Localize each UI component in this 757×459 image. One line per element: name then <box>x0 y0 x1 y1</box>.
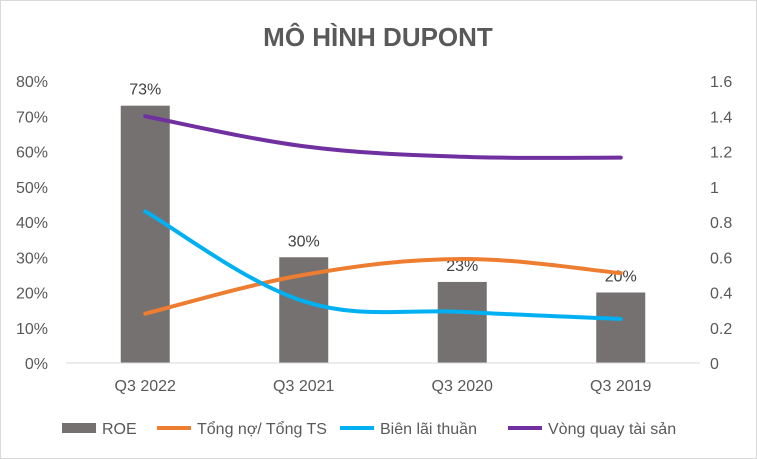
right-tick-label: 0.4 <box>710 286 732 303</box>
series-line <box>143 209 623 321</box>
right-tick-label: 0 <box>710 356 719 373</box>
right-tick-label: 0.2 <box>710 321 732 338</box>
roe-data-label: 23% <box>446 258 478 275</box>
left-tick-label: 20% <box>16 286 48 303</box>
legend: ROE Tổng nợ/ Tổng TS Biên lãi thuần Vòng qu… <box>62 420 676 438</box>
left-tick-label: 40% <box>16 215 48 232</box>
left-tick-label: 80% <box>16 74 48 91</box>
roe-bar <box>437 281 487 363</box>
legend-label: Biên lãi thuần <box>380 421 477 438</box>
left-tick-label: 30% <box>16 250 48 267</box>
series-line <box>143 257 623 316</box>
roe-bar <box>120 105 170 364</box>
left-tick-label: 10% <box>16 321 48 338</box>
right-tick-label: 1.4 <box>710 109 732 126</box>
legend-label: Vòng quay tài sản <box>548 421 676 438</box>
left-tick-label: 50% <box>16 180 48 197</box>
right-tick-label: 1.2 <box>710 145 732 162</box>
left-tick-label: 0% <box>25 356 48 373</box>
roe-bars <box>120 105 646 364</box>
right-tick-label: 1 <box>710 180 719 197</box>
roe-bar <box>596 292 646 363</box>
roe-data-label: 30% <box>288 233 320 250</box>
roe-data-labels: 73%30%23%20% <box>129 82 637 286</box>
category-label: Q3 2019 <box>590 378 651 395</box>
category-label: Q3 2022 <box>115 378 176 395</box>
right-tick-label: 1.6 <box>710 74 732 91</box>
category-label: Q3 2021 <box>273 378 334 395</box>
left-axis: 0% 10% 20% 30% 40% 50% 60% 70% 80% <box>16 74 48 373</box>
line-series <box>143 114 623 321</box>
right-tick-label: 0.8 <box>710 215 732 232</box>
category-label: Q3 2020 <box>432 378 493 395</box>
left-tick-label: 60% <box>16 145 48 162</box>
right-axis: 0 0.2 0.4 0.6 0.8 1 1.2 1.4 1.6 <box>710 74 732 373</box>
x-axis-labels: Q3 2022 Q3 2021 Q3 2020 Q3 2019 <box>115 378 652 395</box>
chart-title: MÔ HÌNH DUPONT <box>263 22 493 52</box>
right-tick-label: 0.6 <box>710 250 732 267</box>
legend-label: Tổng nợ/ Tổng TS <box>197 420 327 438</box>
series-line <box>143 114 623 160</box>
left-tick-label: 70% <box>16 109 48 126</box>
legend-swatch <box>62 423 96 433</box>
legend-label: ROE <box>102 421 137 438</box>
roe-data-label: 73% <box>129 82 161 99</box>
